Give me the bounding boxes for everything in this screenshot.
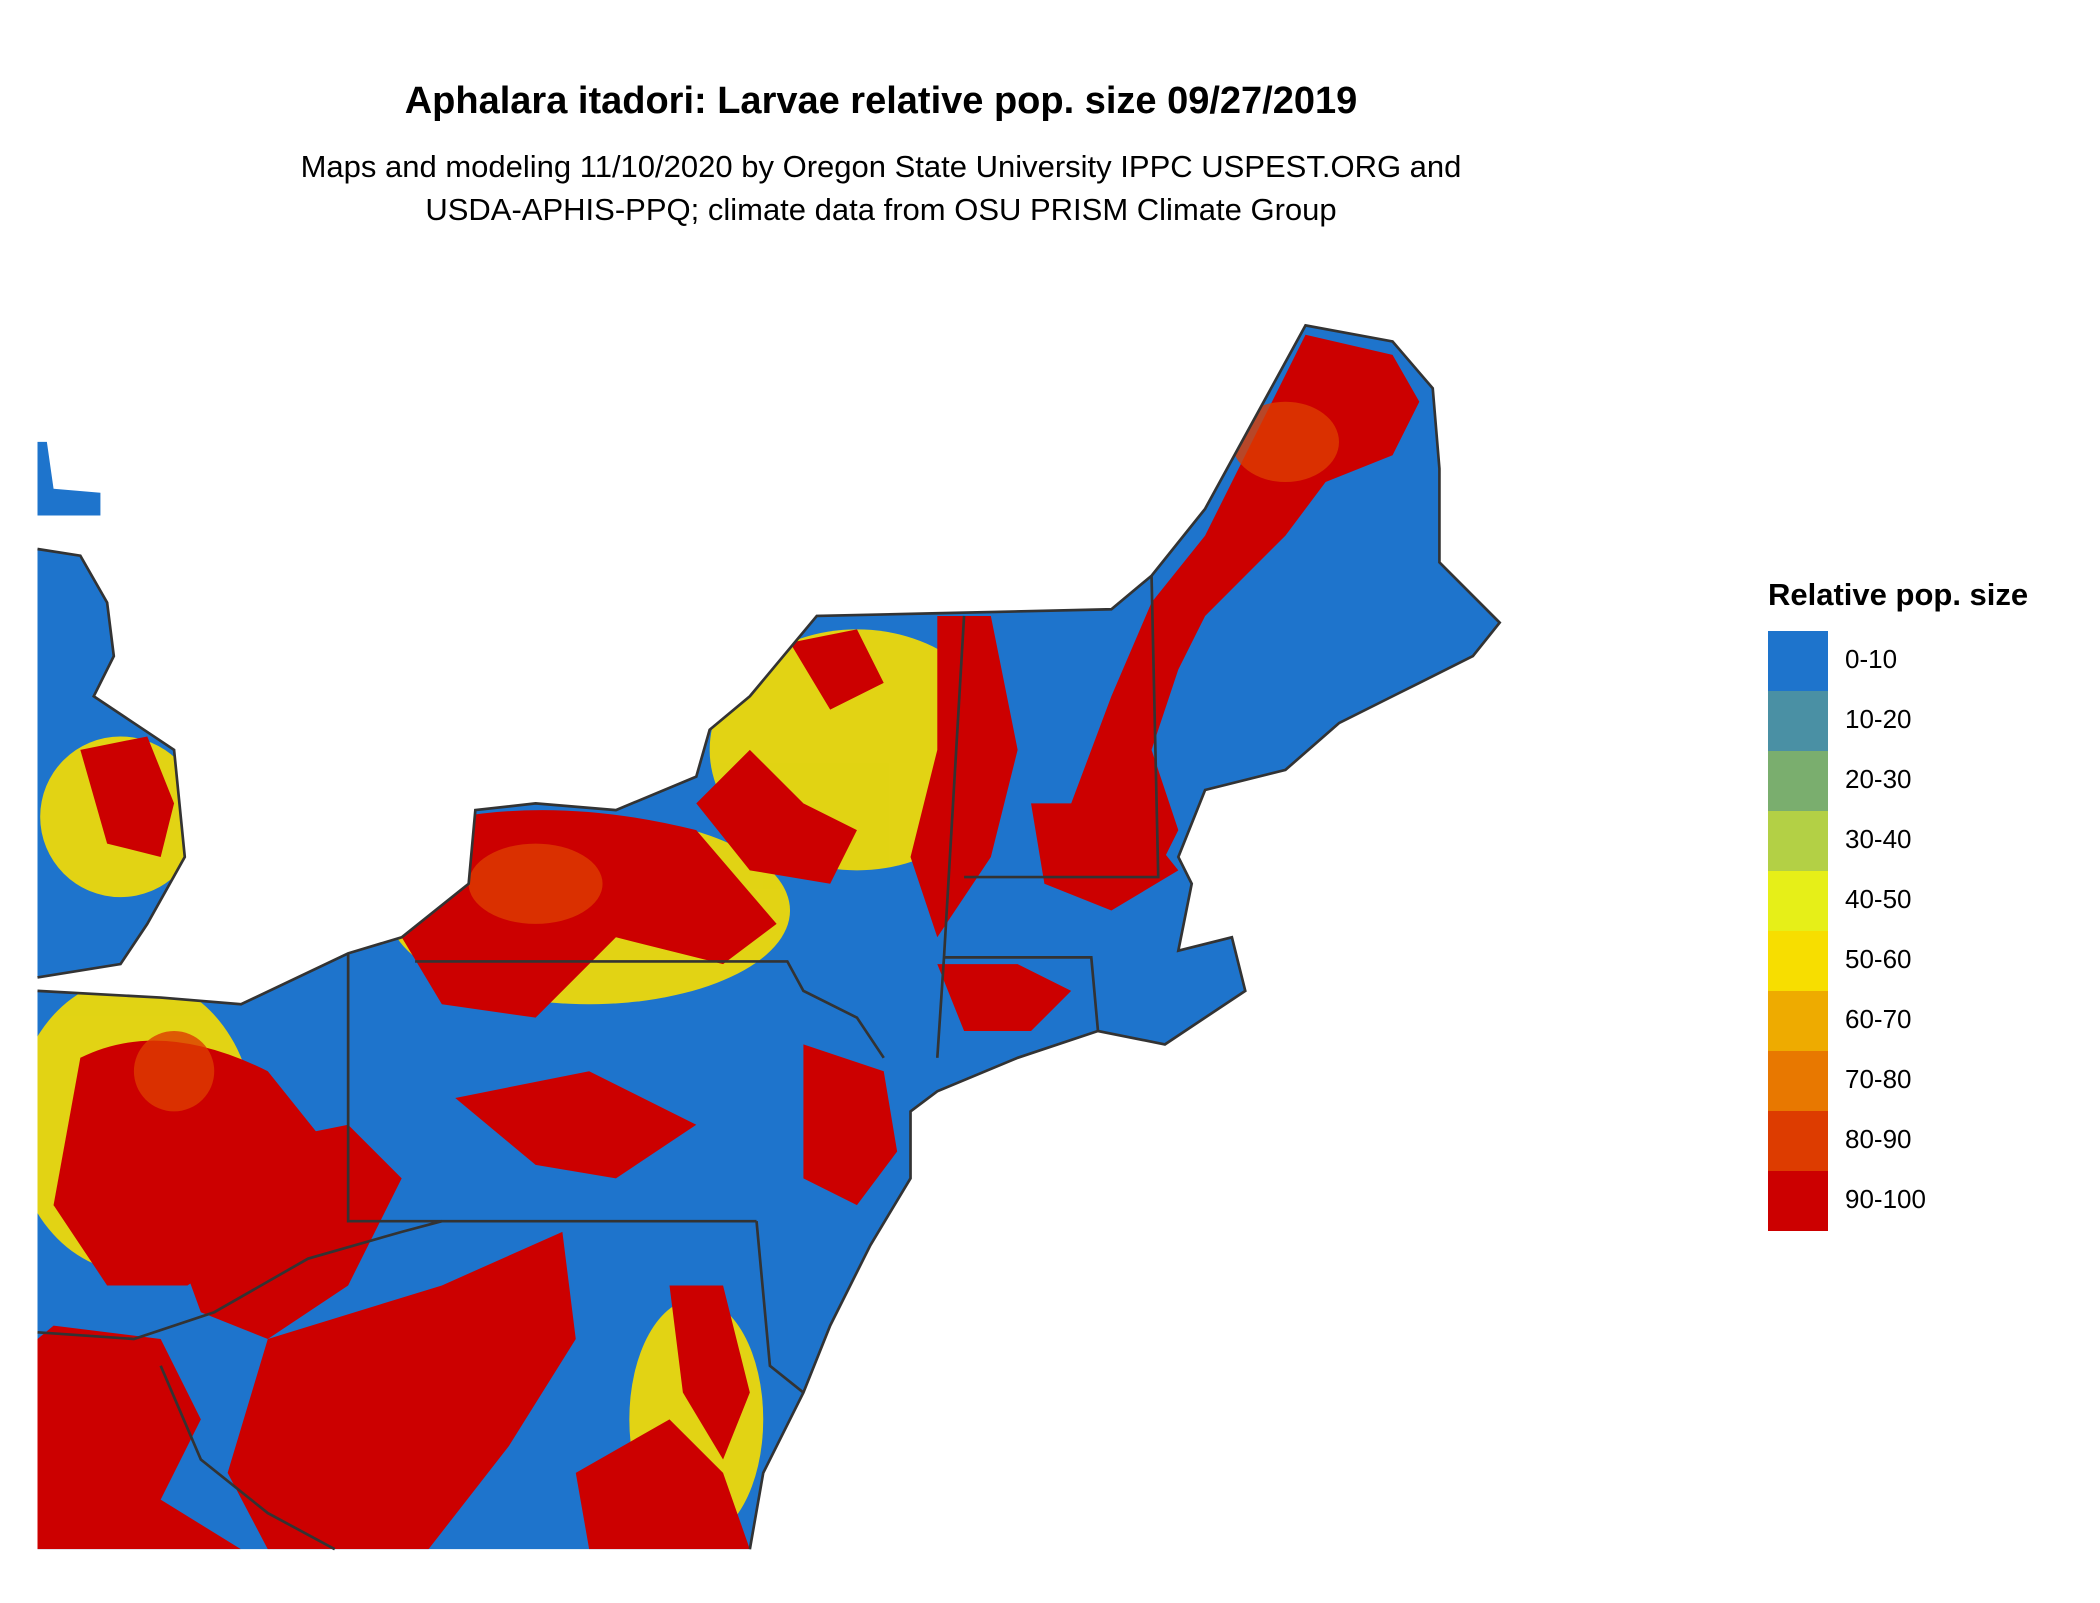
legend-swatch — [1768, 931, 1828, 991]
legend-label: 90-100 — [1845, 1184, 1926, 1214]
legend-swatch — [1768, 871, 1828, 931]
legend-swatch — [1768, 811, 1828, 871]
legend-swatch — [1768, 1111, 1828, 1171]
legend-label: 60-70 — [1845, 1004, 1912, 1034]
state-borders — [37, 323, 1502, 1551]
legend-swatch — [1768, 991, 1828, 1051]
legend-label: 20-30 — [1845, 764, 1912, 794]
map-raster — [37, 325, 1500, 1550]
legend-swatch — [1768, 631, 1828, 691]
subtitle: USDA-APHIS-PPQ; climate data from OSU PR… — [425, 192, 1336, 227]
legend-label: 50-60 — [1845, 944, 1912, 974]
legend-swatch — [1768, 691, 1828, 751]
map — [37, 323, 1502, 1551]
legend-label: 30-40 — [1845, 824, 1912, 854]
legend-swatch — [1768, 1051, 1828, 1111]
map-base — [37, 325, 1500, 1550]
subtitle: Maps and modeling 11/10/2020 by Oregon S… — [301, 149, 1462, 184]
legend-label: 0-10 — [1845, 644, 1897, 674]
legend-label: 70-80 — [1845, 1064, 1912, 1094]
legend-label: 80-90 — [1845, 1124, 1912, 1154]
legend: 0-10 10-20 20-30 30-40 40-50 50-60 60-70 70-80 8… — [1768, 631, 1926, 1231]
legend-label: 40-50 — [1845, 884, 1912, 914]
legend-swatch — [1768, 1171, 1828, 1231]
map-orange-zones — [133, 401, 1339, 1112]
legend-title: Relative pop. size — [1768, 577, 2028, 612]
legend-swatch — [1768, 751, 1828, 811]
legend-label: 10-20 — [1845, 704, 1912, 734]
map-title: Aphalara itadori: Larvae relative pop. s… — [405, 80, 1358, 122]
